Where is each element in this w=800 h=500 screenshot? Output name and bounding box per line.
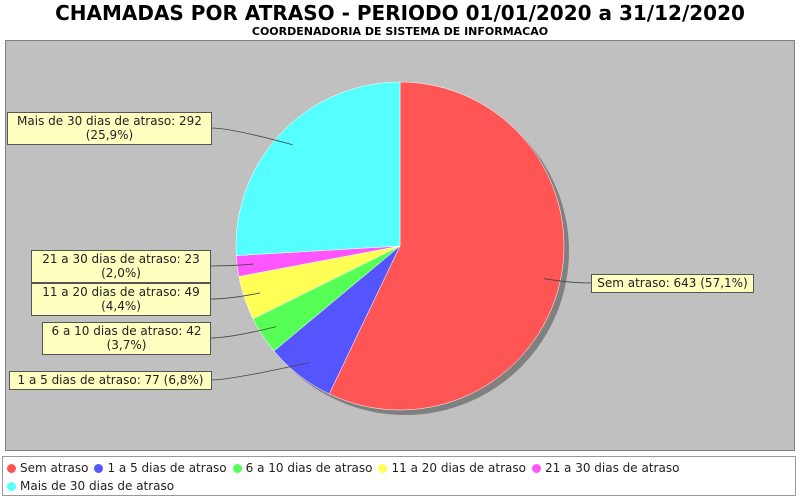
slice-label-sem-atraso: Sem atraso: 643 (57,1%): [591, 274, 754, 293]
legend-label: 11 a 20 dias de atraso: [391, 461, 526, 475]
legend-label: Mais de 30 dias de atraso: [20, 479, 175, 493]
legend-item-sem-atraso: Sem atraso: [7, 459, 88, 477]
legend-swatch: [7, 464, 16, 473]
slice-label-1-a-5-dias-de-atraso: 1 a 5 dias de atraso: 77 (6,8%): [9, 371, 212, 390]
slice-label-mais-de-30-dias-de-atraso: Mais de 30 dias de atraso: 292(25,9%): [7, 112, 212, 145]
slice-label-text: 11 a 20 dias de atraso: 49: [42, 285, 200, 299]
legend-swatch: [7, 482, 16, 491]
slice-label-box: [7, 112, 212, 145]
pie-labels: Sem atraso: 643 (57,1%) 1 a 5 dias de atr…: [7, 112, 754, 390]
slice-label-21-a-30-dias-de-atraso: 21 a 30 dias de atraso: 23(2,0%): [31, 250, 211, 283]
legend-label: 6 a 10 dias de atraso: [245, 461, 373, 475]
legend: Sem atraso 1 a 5 dias de atraso 6 a 10 dia…: [2, 456, 796, 496]
slice-label-6-a-10-dias-de-atraso: 6 a 10 dias de atraso: 42(3,7%): [42, 322, 211, 355]
slice-label-text: (3,7%): [107, 338, 147, 352]
slice-label-text: 1 a 5 dias de atraso: 77 (6,8%): [18, 373, 204, 387]
legend-swatch: [378, 464, 388, 473]
chart-subtitle: COORDENADORIA DE SISTEMA DE INFORMACAO: [251, 25, 549, 38]
slice-label-box: [42, 322, 211, 355]
slice-label-11-a-20-dias-de-atraso: 11 a 20 dias de atraso: 49(4,4%): [31, 283, 211, 316]
slice-label-text: (4,4%): [101, 299, 141, 313]
chart-title: CHAMADAS POR ATRASO - PERIODO 01/01/2020…: [55, 1, 745, 25]
legend-item-11-a-20-dias-de-atraso: 11 a 20 dias de atraso: [378, 459, 526, 477]
legend-item-21-a-30-dias-de-atraso: 21 a 30 dias de atraso: [531, 459, 680, 477]
slice-label-text: 6 a 10 dias de atraso: 42: [52, 324, 202, 338]
legend-label: Sem atraso: [20, 461, 89, 475]
legend-item-mais-de-30-dias-de-atraso: Mais de 30 dias de atraso: [7, 477, 174, 495]
legend-swatch: [531, 464, 541, 473]
slice-label-box: [591, 274, 754, 293]
slice-label-box: [31, 250, 211, 283]
leader-line-1-a-5-dias-de-atraso: [210, 362, 310, 381]
pie-slice-sem-atraso: [328, 81, 565, 411]
slice-label-box: [9, 371, 212, 390]
leader-line-11-a-20-dias-de-atraso: [209, 292, 261, 300]
legend-item-6-a-10-dias-de-atraso: 6 a 10 dias de atraso: [232, 459, 373, 477]
legend-swatch: [232, 464, 242, 473]
leader-line-mais-de-30-dias-de-atraso: [210, 127, 293, 146]
legend-label: 1 a 5 dias de atraso: [107, 461, 227, 475]
slice-label-text: Mais de 30 dias de atraso: 292: [17, 114, 202, 128]
slice-label-box: [31, 283, 211, 316]
slice-label-text: 21 a 30 dias de atraso: 23: [42, 252, 200, 266]
leader-line-sem-atraso: [543, 278, 592, 284]
leader-line-21-a-30-dias-de-atraso: [209, 263, 254, 267]
pie-slice-mais-de-30-dias-de-atraso: [235, 81, 401, 256]
leader-line-6-a-10-dias-de-atraso: [209, 326, 277, 339]
pie-chart: Sem atraso: 643 (57,1%) 1 a 5 dias de atr…: [5, 40, 795, 451]
slice-label-text: Sem atraso: 643 (57,1%): [597, 276, 748, 290]
slice-label-text: (25,9%): [86, 128, 133, 142]
pie-slices: [235, 81, 565, 411]
slice-label-text: (2,0%): [101, 266, 141, 280]
legend-label: 21 a 30 dias de atraso: [544, 461, 680, 475]
legend-item-1-a-5-dias-de-atraso: 1 a 5 dias de atraso: [94, 459, 227, 477]
legend-swatch: [94, 464, 104, 473]
